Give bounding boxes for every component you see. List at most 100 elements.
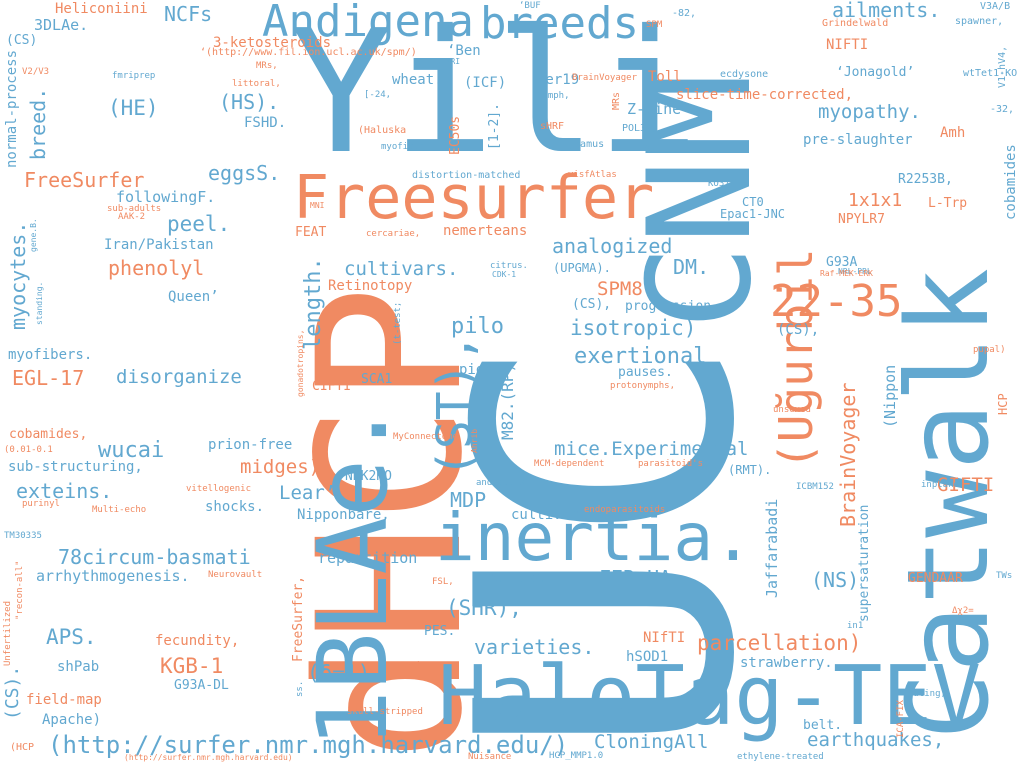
word-ko37: KO37 bbox=[708, 179, 730, 189]
word-halotag-tev: HaloTag-TEV bbox=[438, 649, 982, 744]
word-prog: Prog bbox=[634, 143, 656, 153]
word-s-mri: s-MRI bbox=[436, 57, 461, 66]
word-ecdysone: ecdysone bbox=[720, 69, 769, 80]
word-rmt: (RMT). bbox=[728, 463, 772, 477]
word-progression: progression., bbox=[625, 299, 727, 314]
word-recon-all: "recon-all" bbox=[15, 560, 25, 620]
word-inplane: inplane bbox=[921, 480, 959, 490]
word-breed: breed. bbox=[26, 87, 50, 160]
word-breeds: breeds. bbox=[480, 0, 666, 49]
word-upgma: (UPGMA). bbox=[553, 261, 611, 275]
word-buf: ‘BUF bbox=[519, 1, 541, 11]
word-belt: belt. bbox=[803, 718, 843, 733]
word-slice-time: slice-time-corrected, bbox=[676, 87, 854, 103]
word-mrs-vert: MRs bbox=[611, 91, 622, 110]
word-isotropic: isotropic) bbox=[570, 316, 697, 340]
word-freesurfer-large: Freesurfer bbox=[293, 163, 655, 233]
word-v1-hv4: V1-hV4, bbox=[997, 45, 1008, 88]
word-gifti: GIFTI bbox=[937, 474, 995, 496]
word-strawberry: strawberry. bbox=[740, 655, 833, 671]
word-brainvoyager-tiny: BrainVoyager bbox=[572, 73, 638, 83]
word-myofiber: myofiber. bbox=[381, 142, 430, 152]
word-hcp-small: (HCP bbox=[10, 742, 35, 753]
word-minus24: [-24, bbox=[364, 90, 392, 100]
word-delta: (δ=1) bbox=[307, 661, 371, 685]
word-nrk2ko: NRK2KO bbox=[345, 469, 392, 484]
word-shr: (SHR), bbox=[446, 596, 522, 620]
word-npylr7: NPYLR7 bbox=[838, 212, 885, 227]
word-endoparasitoids: endoparasitoids bbox=[584, 505, 666, 515]
word-retinotopy: Retinotopy bbox=[328, 278, 413, 294]
word-distortion-matched: distortion-matched bbox=[412, 170, 521, 181]
word-myopathy: myopathy. bbox=[818, 101, 921, 123]
word-0-01: (0.01-0.1 bbox=[4, 445, 53, 455]
word-followingf: followingF. bbox=[116, 188, 216, 206]
word-prion-free: prion-free bbox=[208, 437, 293, 453]
word-andigena: Andigena bbox=[262, 0, 474, 47]
word-nifti-mid: NIfTI bbox=[643, 630, 686, 646]
word-freesurfer-vert: FreeSurfer, bbox=[291, 575, 306, 662]
word-pupal: pupal) bbox=[973, 345, 1006, 355]
word-cs-left: (CS). bbox=[2, 665, 23, 720]
word-3-ketosteroids: 3-ketosteroids bbox=[213, 35, 332, 51]
word-length: length. bbox=[301, 257, 326, 350]
word-cultivars: cultivars. bbox=[344, 258, 459, 280]
word-earthquakes: earthquakes, bbox=[807, 729, 945, 751]
word-cercariae: cercariae, bbox=[366, 229, 421, 239]
word-jonagold: ‘Jonagold’ bbox=[836, 65, 915, 80]
word-visfatlas: visfAtlas bbox=[568, 170, 617, 180]
word-aps: APS. bbox=[46, 625, 97, 649]
word-shocks: shocks. bbox=[205, 499, 265, 515]
word-delta-chi: Δχ2= bbox=[952, 606, 974, 616]
word-ec50s: EC50s bbox=[448, 115, 463, 155]
word-st: (ST), bbox=[427, 333, 483, 479]
word-g93a: G93A bbox=[826, 255, 858, 270]
word-littoral: littoral, bbox=[232, 79, 281, 89]
word-raf-mek-erk: Raf-MEK-ERK bbox=[820, 269, 873, 278]
word-fsl: FSL, bbox=[432, 577, 454, 587]
word-mcm-dependent: MCM-dependent bbox=[534, 459, 605, 469]
word-multi-echo: Multi-echo bbox=[92, 505, 147, 515]
word-cifti: CIFTI bbox=[312, 379, 352, 394]
word-ss: ss. bbox=[295, 680, 305, 697]
word-pol32: POL32 bbox=[622, 123, 653, 134]
word-icf: (ICF) bbox=[464, 75, 507, 91]
word-unfertilized: Unfertilized bbox=[3, 600, 13, 666]
word-heliconiini: Heliconiini bbox=[55, 1, 148, 17]
word-hs: (HS). bbox=[219, 90, 280, 114]
word-inertia: inertia. bbox=[435, 499, 753, 576]
word-analogized: analogized bbox=[552, 234, 673, 258]
word-fer-ha: FER-HA bbox=[599, 566, 672, 590]
word-fil-url: ‘(http://www.fil.ion.ucl.ac.uk/spm/) bbox=[200, 47, 417, 58]
word-shrf: sHRF bbox=[540, 121, 565, 132]
word-dm: DM. bbox=[673, 255, 710, 279]
word-minus82: -82, bbox=[672, 8, 697, 19]
word-kgb-1: KGB-1 bbox=[160, 654, 224, 678]
word-field-map: field-map bbox=[26, 692, 102, 708]
word-spm-tiny: SPM bbox=[646, 20, 663, 30]
word-fmriprep: fmriprep bbox=[112, 71, 156, 81]
word-freesurfer-mid: FreeSurfer bbox=[24, 168, 145, 192]
word-gonadotropins: gonadotropins, bbox=[296, 329, 305, 397]
word-ben: ‘Ben bbox=[447, 43, 481, 59]
word-pilo: pilo bbox=[451, 314, 504, 339]
word-toll: Toll bbox=[648, 69, 682, 85]
word-nemerteans: nemerteans bbox=[443, 223, 528, 239]
word-feat: FEAT bbox=[295, 225, 327, 240]
word-ethylene-treated: ethylene-treated bbox=[737, 752, 824, 762]
word-ahrib: Ahrib bbox=[470, 428, 479, 453]
word-cs-right: (CS), bbox=[777, 322, 820, 338]
word-unsexed: unsexed bbox=[773, 405, 811, 415]
word-t-test: (t-test; bbox=[393, 301, 403, 345]
word-icbm152: ICBM152 bbox=[796, 482, 834, 492]
word-nifti-top: NIFTI bbox=[826, 37, 869, 53]
word-racing: racing, bbox=[908, 689, 946, 699]
word-hsod1: hSOD1 bbox=[626, 649, 669, 665]
word-fshd: FSHD. bbox=[244, 115, 287, 131]
word-citrus: citrus. bbox=[490, 261, 528, 271]
word-pyramus: Pyramus bbox=[562, 139, 605, 150]
word-3dlae: 3DLAe. bbox=[34, 16, 89, 34]
word-cloningall: CloningAll bbox=[594, 731, 709, 753]
word-represent: represent. bbox=[485, 570, 570, 586]
